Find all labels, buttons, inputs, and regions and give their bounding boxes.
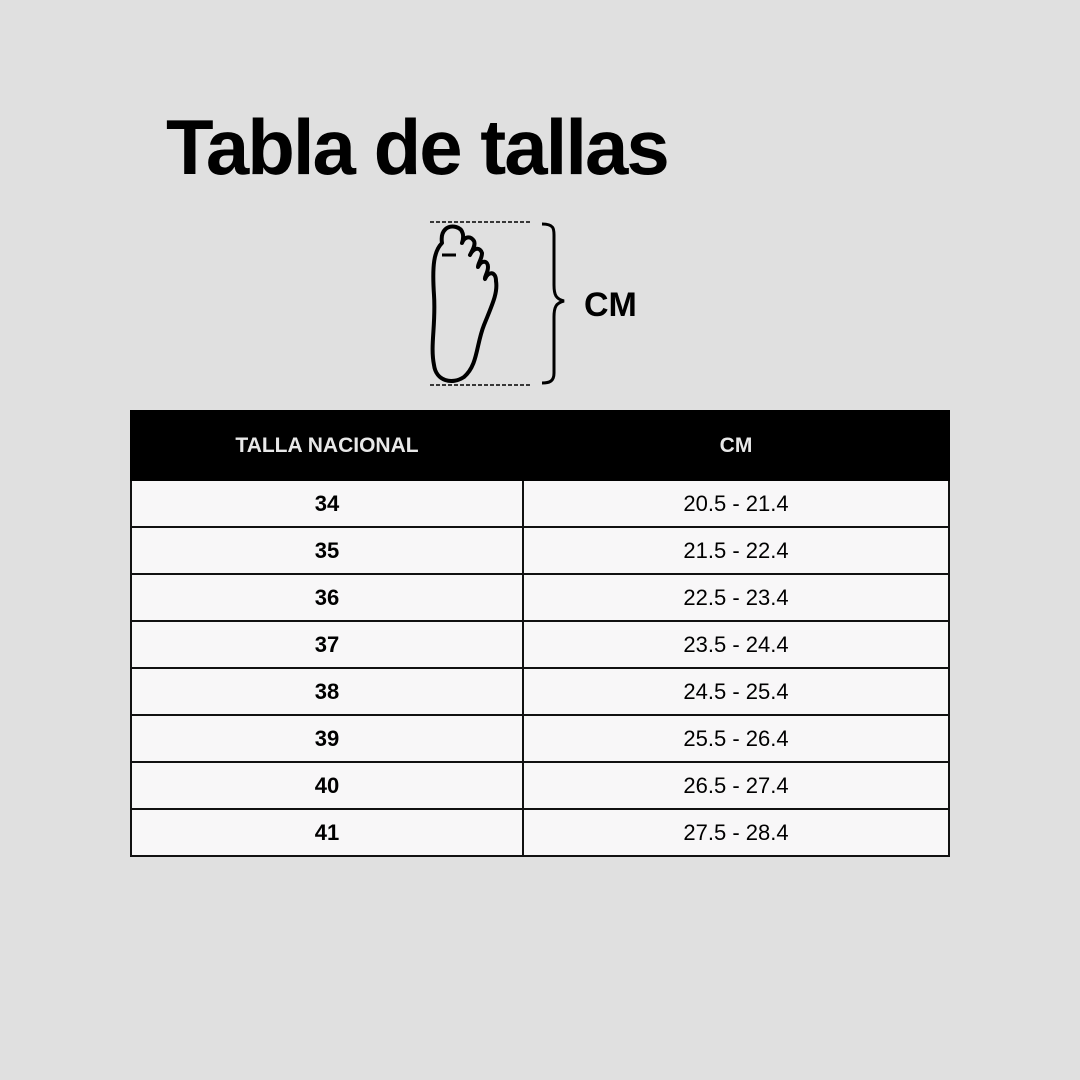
size-cell: 37	[130, 620, 524, 669]
size-cell: 34	[130, 479, 524, 528]
table-row: 41 27.5 - 28.4	[130, 808, 950, 857]
cm-cell: 24.5 - 25.4	[522, 667, 950, 716]
size-cell: 38	[130, 667, 524, 716]
cm-cell: 22.5 - 23.4	[522, 573, 950, 622]
cm-cell: 21.5 - 22.4	[522, 526, 950, 575]
table-row: 35 21.5 - 22.4	[130, 526, 950, 575]
table-row: 34 20.5 - 21.4	[130, 479, 950, 528]
table-row: 36 22.5 - 23.4	[130, 573, 950, 622]
size-cell: 35	[130, 526, 524, 575]
page-title: Tabla de tallas	[166, 103, 670, 191]
cm-cell: 20.5 - 21.4	[522, 479, 950, 528]
size-cell: 39	[130, 714, 524, 763]
size-cell: 36	[130, 573, 524, 622]
table-header-row: TALLA NACIONAL CM	[130, 410, 950, 481]
cm-cell: 23.5 - 24.4	[522, 620, 950, 669]
column-header-size: TALLA NACIONAL	[130, 410, 524, 481]
column-header-cm: CM	[522, 410, 950, 481]
table-row: 39 25.5 - 26.4	[130, 714, 950, 763]
table-row: 38 24.5 - 25.4	[130, 667, 950, 716]
table-row: 40 26.5 - 27.4	[130, 761, 950, 810]
size-cell: 40	[130, 761, 524, 810]
unit-label: CM	[584, 286, 637, 324]
foot-length-icon	[430, 221, 565, 386]
cm-cell: 25.5 - 26.4	[522, 714, 950, 763]
size-table: TALLA NACIONAL CM 34 20.5 - 21.4 35 21.5 - …	[130, 410, 950, 857]
table-row: 37 23.5 - 24.4	[130, 620, 950, 669]
size-cell: 41	[130, 808, 524, 857]
cm-cell: 26.5 - 27.4	[522, 761, 950, 810]
cm-cell: 27.5 - 28.4	[522, 808, 950, 857]
